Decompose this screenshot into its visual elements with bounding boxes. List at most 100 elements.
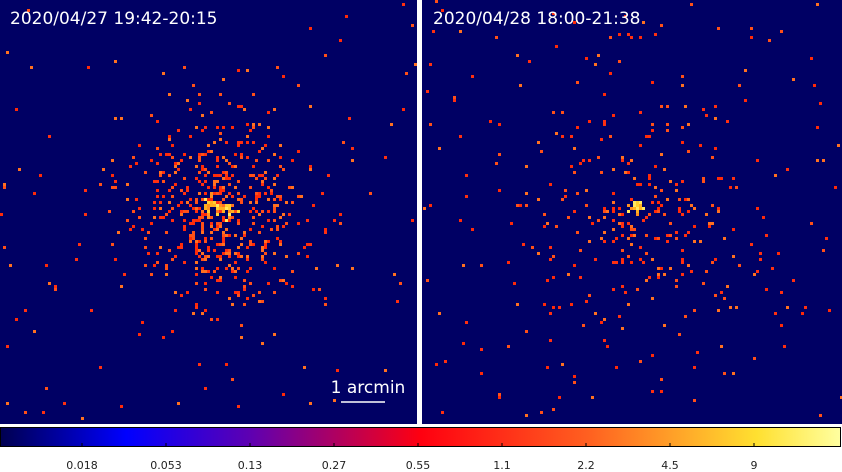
photon — [636, 201, 639, 204]
photon — [126, 198, 129, 201]
photon — [258, 231, 261, 234]
photon — [174, 183, 177, 186]
photon — [228, 162, 231, 165]
photon — [642, 261, 645, 264]
photon — [201, 153, 204, 156]
photon — [150, 222, 153, 225]
photon — [30, 66, 33, 69]
photon — [195, 207, 198, 210]
photon — [621, 261, 624, 264]
photon — [774, 174, 777, 177]
photon — [249, 267, 252, 270]
photon — [222, 234, 225, 237]
photon — [675, 285, 678, 288]
photon — [249, 282, 252, 285]
photon — [579, 276, 582, 279]
photon — [630, 207, 633, 210]
photon — [183, 177, 186, 180]
photon — [54, 288, 57, 291]
photon — [414, 63, 417, 66]
photon — [195, 243, 198, 246]
photon — [498, 396, 501, 399]
photon — [651, 297, 654, 300]
photon — [261, 147, 264, 150]
photon — [552, 306, 555, 309]
photon — [663, 324, 666, 327]
photon — [627, 171, 630, 174]
photon — [3, 246, 6, 249]
photon — [666, 240, 669, 243]
photon — [525, 204, 528, 207]
photon — [9, 264, 12, 267]
photon — [258, 174, 261, 177]
photon — [603, 210, 606, 213]
photon — [435, 0, 438, 3]
photon — [603, 318, 606, 321]
photon — [834, 186, 837, 189]
photon — [669, 180, 672, 183]
photon — [252, 207, 255, 210]
photon — [549, 183, 552, 186]
photon — [816, 126, 819, 129]
photon — [216, 267, 219, 270]
photon — [297, 252, 300, 255]
photon — [279, 195, 282, 198]
photon — [159, 153, 162, 156]
colorbar-tick-label: 1.1 — [493, 459, 511, 472]
photon — [411, 219, 414, 222]
photon — [228, 177, 231, 180]
photon — [219, 192, 222, 195]
photon — [303, 246, 306, 249]
photon — [240, 243, 243, 246]
photon — [651, 390, 654, 393]
photon — [204, 288, 207, 291]
photon — [195, 165, 198, 168]
photon — [720, 177, 723, 180]
photon — [648, 276, 651, 279]
photon — [237, 267, 240, 270]
photon — [165, 264, 168, 267]
photon — [465, 195, 468, 198]
photon — [429, 63, 432, 66]
photon — [606, 210, 609, 213]
photon — [309, 165, 312, 168]
photon — [573, 147, 576, 150]
photon — [681, 180, 684, 183]
photon — [621, 285, 624, 288]
photon — [630, 234, 633, 237]
photon — [213, 183, 216, 186]
photon — [147, 252, 150, 255]
photon — [210, 150, 213, 153]
photon — [195, 198, 198, 201]
photon — [633, 201, 636, 204]
photon — [720, 345, 723, 348]
photon — [168, 153, 171, 156]
photon — [273, 153, 276, 156]
scale-bar-label: 1 arcmin — [331, 378, 406, 398]
photon — [249, 228, 252, 231]
photon — [717, 309, 720, 312]
photon — [6, 402, 9, 405]
photon — [222, 237, 225, 240]
photon — [201, 225, 204, 228]
photon — [591, 222, 594, 225]
photon — [657, 273, 660, 276]
photon — [507, 345, 510, 348]
photon — [237, 294, 240, 297]
photon — [228, 297, 231, 300]
photon — [249, 186, 252, 189]
photon — [588, 120, 591, 123]
photon — [552, 276, 555, 279]
photon — [234, 252, 237, 255]
photon — [204, 180, 207, 183]
photon — [309, 243, 312, 246]
photon — [240, 237, 243, 240]
photon — [522, 243, 525, 246]
photon — [615, 366, 618, 369]
photon — [276, 237, 279, 240]
photon — [744, 69, 747, 72]
photon — [702, 177, 705, 180]
photon — [654, 186, 657, 189]
photon — [201, 165, 204, 168]
